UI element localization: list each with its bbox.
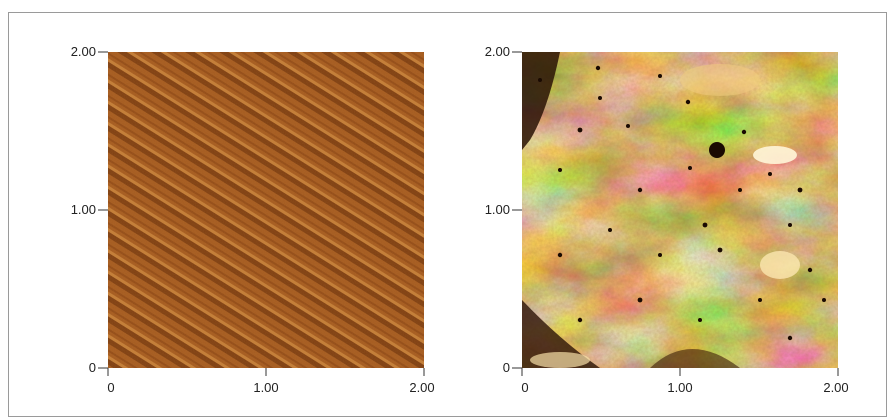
left-ytick-bottom: 0 <box>89 360 96 375</box>
right-ytick-mid: 1.00 <box>485 202 510 217</box>
right-fine-grain <box>522 52 838 368</box>
right-ytick-bottom: 0 <box>503 360 510 375</box>
left-xtick-left: 0 <box>107 380 114 395</box>
right-highlight-4 <box>530 352 590 368</box>
right-highlight-1 <box>753 146 797 164</box>
right-pits <box>538 65 826 341</box>
right-dark-corner-top <box>522 52 560 150</box>
left-ytick-mid: 1.00 <box>71 202 96 217</box>
left-xtick-mid: 1.00 <box>253 380 278 395</box>
right-ytick-top: 2.00 <box>485 44 510 59</box>
left-ytick-top: 2.00 <box>71 44 96 59</box>
right-highlight-3 <box>680 64 760 96</box>
right-afm-image <box>522 52 838 368</box>
right-xtick-right: 2.00 <box>823 380 848 395</box>
left-xtick-right: 2.00 <box>409 380 434 395</box>
right-axes <box>512 51 839 376</box>
left-grain <box>108 52 424 368</box>
left-afm-image <box>108 52 424 368</box>
right-highlight-2 <box>760 251 800 279</box>
left-axes <box>98 51 425 376</box>
right-dark-bottom-mid <box>650 349 740 368</box>
right-xtick-mid: 1.00 <box>667 380 692 395</box>
right-xtick-left: 0 <box>521 380 528 395</box>
right-dark-corner-bottom <box>522 300 600 368</box>
